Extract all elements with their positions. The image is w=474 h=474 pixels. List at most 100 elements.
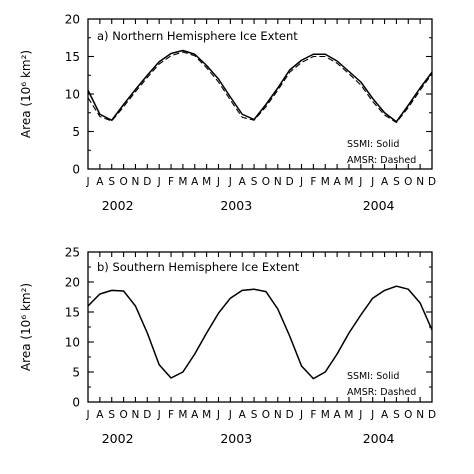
x-month-label: D	[286, 409, 294, 421]
y-tick-label: 20	[65, 276, 80, 290]
x-month-label: O	[262, 409, 270, 421]
panel-a-legend-ssmi: SSMI: Solid	[347, 139, 399, 150]
x-month-label: O	[262, 176, 270, 188]
x-month-label: J	[157, 176, 161, 188]
x-month-label: M	[202, 176, 211, 188]
panel-b-year-labels: 2002 2003 2004	[102, 431, 395, 446]
x-month-label: M	[321, 176, 330, 188]
x-month-label: J	[216, 409, 220, 421]
x-month-label: N	[416, 176, 424, 188]
x-month-label: S	[108, 176, 115, 188]
y-tick-label: 25	[65, 246, 80, 260]
x-month-label: J	[216, 176, 220, 188]
panel-a-title: a) Northern Hemisphere Ice Extent	[97, 29, 298, 43]
y-tick-label: 10	[65, 336, 80, 350]
x-month-label: M	[344, 409, 353, 421]
x-month-label: M	[344, 176, 353, 188]
x-month-label: O	[119, 409, 127, 421]
x-month-label: N	[132, 409, 140, 421]
panel-b-legend-amsr: AMSR: Dashed	[347, 387, 416, 398]
panel-b-title: b) Southern Hemisphere Ice Extent	[97, 260, 300, 274]
x-month-label: A	[239, 176, 247, 188]
x-month-label: O	[404, 409, 412, 421]
x-month-label: J	[299, 176, 303, 188]
x-year-label: 2003	[220, 431, 252, 446]
x-month-label: A	[381, 409, 389, 421]
x-year-label: 2004	[363, 198, 395, 213]
x-month-label: J	[85, 176, 89, 188]
y-tick-label: 15	[65, 50, 80, 64]
x-month-label: F	[310, 176, 316, 188]
series-line-amsr	[87, 51, 433, 124]
panel-a-year-labels: 2002 2003 2004	[102, 198, 395, 213]
x-year-label: 2003	[220, 198, 252, 213]
x-month-label: A	[96, 409, 104, 421]
x-month-label: S	[108, 409, 115, 421]
x-month-label: J	[370, 176, 374, 188]
panel-b-y-axis-title: Area (10⁶ km²)	[19, 283, 33, 371]
x-month-label: M	[202, 409, 211, 421]
x-month-label: M	[178, 409, 187, 421]
x-month-label: A	[191, 409, 199, 421]
x-month-label: M	[178, 176, 187, 188]
x-month-label: D	[143, 176, 151, 188]
x-month-label: S	[393, 176, 400, 188]
panel-a-y-axis-title: Area (10⁶ km²)	[19, 50, 33, 138]
x-month-label: A	[334, 409, 342, 421]
x-month-label: J	[299, 409, 303, 421]
panel-b-legend-ssmi: SSMI: Solid	[347, 371, 399, 382]
x-month-label: J	[370, 409, 374, 421]
x-month-label: A	[381, 176, 389, 188]
x-month-label: O	[404, 176, 412, 188]
panel-b-ticks	[88, 252, 432, 402]
x-month-label: A	[334, 176, 342, 188]
panel-a-legend-amsr: AMSR: Dashed	[347, 155, 416, 166]
x-month-label: N	[132, 176, 140, 188]
x-month-label: A	[191, 176, 199, 188]
x-month-label: N	[274, 409, 282, 421]
y-tick-label: 0	[72, 163, 80, 177]
x-year-label: 2002	[102, 198, 134, 213]
y-tick-label: 5	[72, 125, 80, 139]
x-month-label: N	[274, 176, 282, 188]
x-month-label: J	[358, 176, 362, 188]
series-line-ssmi	[87, 49, 433, 123]
panel-b-series	[87, 285, 433, 380]
x-month-label: A	[96, 176, 104, 188]
x-month-label: O	[119, 176, 127, 188]
x-month-label: A	[239, 409, 247, 421]
x-month-label: F	[168, 176, 174, 188]
series-line-amsr	[87, 285, 433, 380]
x-year-label: 2002	[102, 431, 134, 446]
x-month-label: J	[228, 409, 232, 421]
x-month-label: S	[251, 176, 258, 188]
x-month-label: J	[85, 409, 89, 421]
x-month-label: D	[286, 176, 294, 188]
x-month-label: J	[157, 409, 161, 421]
x-month-label: D	[143, 409, 151, 421]
panel-a-y-tick-labels: 0 5 10 15 20	[65, 13, 80, 177]
x-year-label: 2004	[363, 431, 395, 446]
x-month-label: M	[321, 409, 330, 421]
x-month-label: D	[428, 409, 436, 421]
x-month-label: F	[310, 409, 316, 421]
y-tick-label: 15	[65, 306, 80, 320]
x-month-label: N	[416, 409, 424, 421]
x-month-label: D	[428, 176, 436, 188]
y-tick-label: 0	[72, 396, 80, 410]
x-month-label: S	[393, 409, 400, 421]
y-tick-label: 20	[65, 13, 80, 27]
panel-a-series	[87, 49, 433, 124]
x-month-label: J	[228, 176, 232, 188]
x-month-label: F	[168, 409, 174, 421]
y-tick-label: 10	[65, 88, 80, 102]
x-month-label: S	[251, 409, 258, 421]
x-month-label: J	[358, 409, 362, 421]
series-line-ssmi	[87, 285, 433, 380]
